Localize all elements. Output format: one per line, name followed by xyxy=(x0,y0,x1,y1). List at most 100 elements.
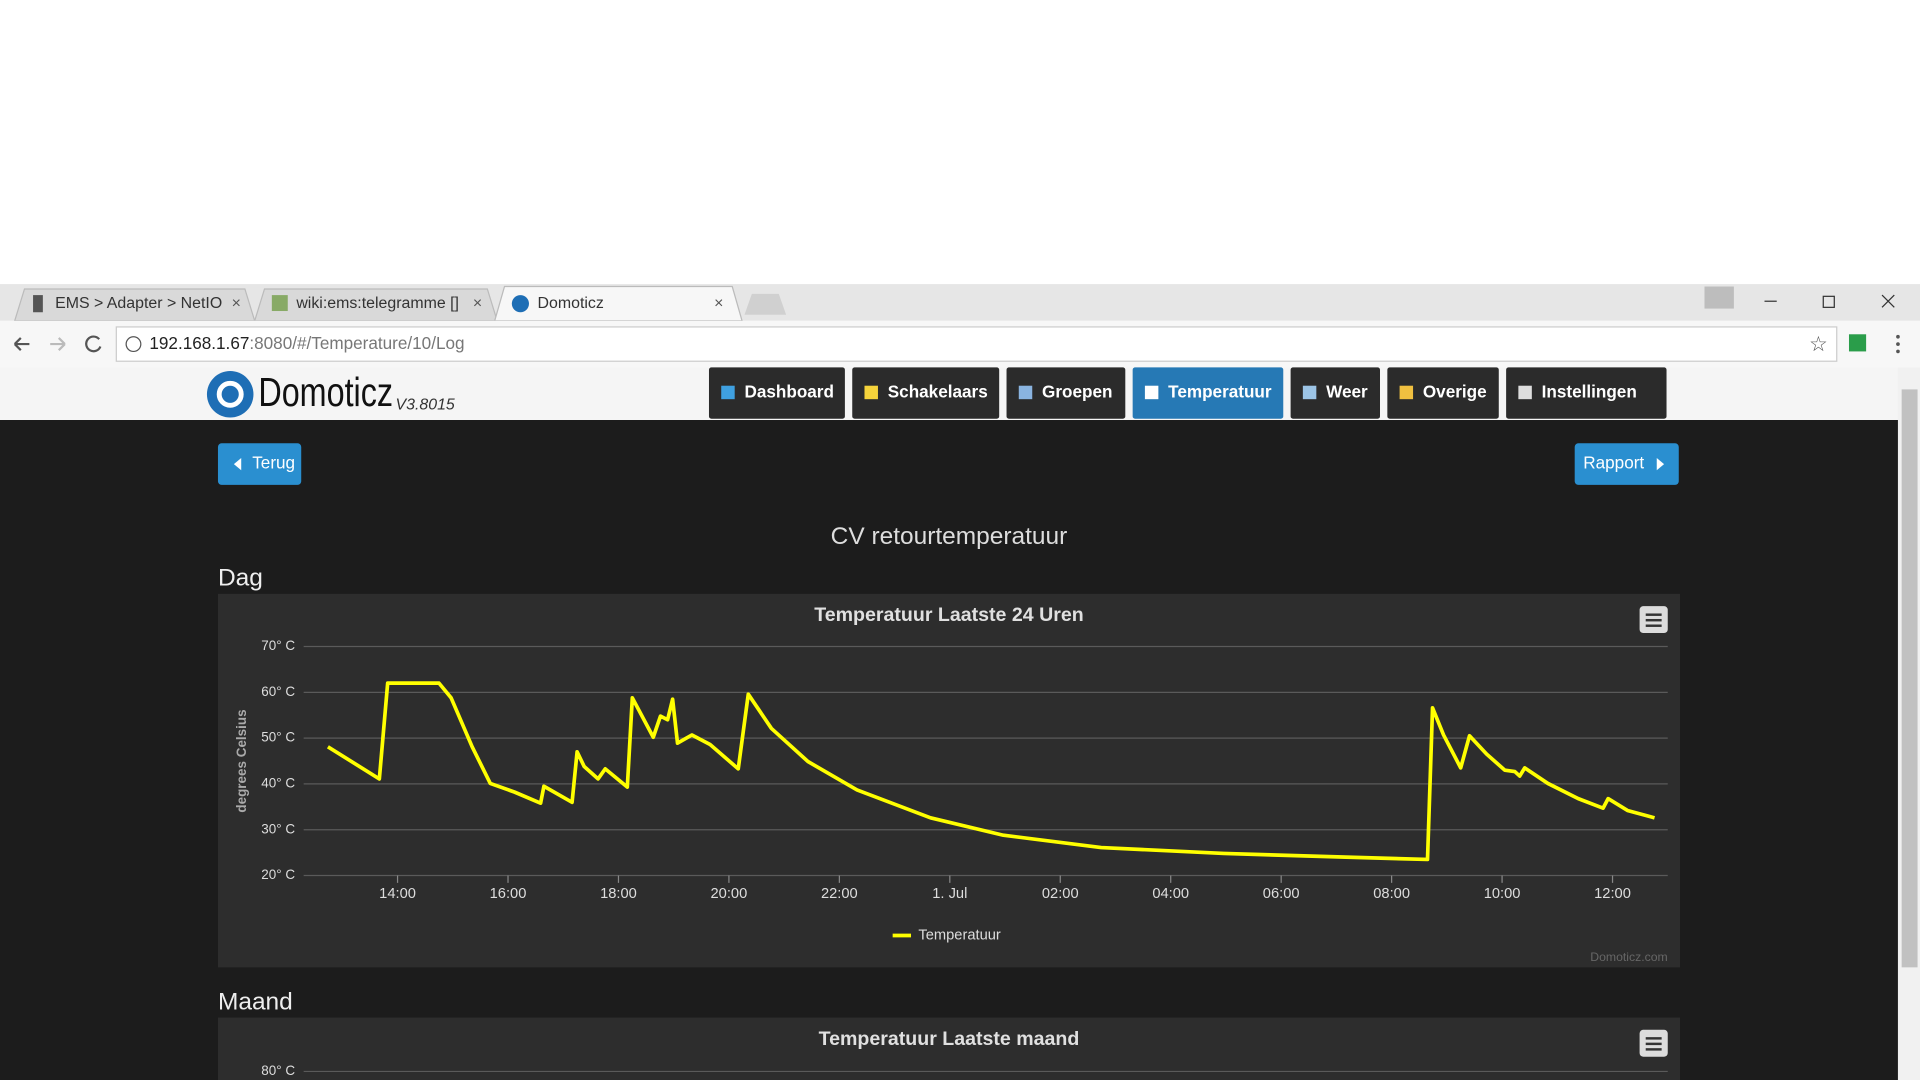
x-tick-label: 22:00 xyxy=(821,886,858,902)
nav-label: Instellingen xyxy=(1542,382,1637,402)
logo-text: Domoticz xyxy=(258,369,393,415)
logo-mark-inner xyxy=(216,380,244,408)
nav-icon xyxy=(1302,385,1317,400)
x-tick-label: 12:00 xyxy=(1594,886,1631,902)
logo-mark xyxy=(206,371,254,418)
nav-icon xyxy=(864,385,878,400)
tab-title: Domoticz xyxy=(538,295,604,312)
nav-label: Schakelaars xyxy=(888,382,988,402)
url-host: 192.168.1.67 xyxy=(149,333,249,353)
page-heading: CV retourtemperatuur xyxy=(831,523,1068,550)
x-tick-label: 14:00 xyxy=(379,886,416,902)
report-arrow xyxy=(1656,457,1665,471)
x-tick-label: 10:00 xyxy=(1484,886,1521,902)
nav-button[interactable] xyxy=(1387,367,1499,419)
menu-dot[interactable] xyxy=(1896,342,1900,346)
nav: Dashboard Schakelaars Groepen Temperatuur We… xyxy=(708,367,1667,419)
nav-icon xyxy=(1144,385,1159,400)
nav-button[interactable] xyxy=(1006,367,1126,419)
close-button[interactable] xyxy=(1881,294,1895,308)
chart-menu-bar xyxy=(1645,1042,1662,1046)
menu-dot[interactable] xyxy=(1896,349,1900,354)
address-bar[interactable] xyxy=(115,326,1838,362)
tab-close[interactable]: × xyxy=(232,295,241,312)
chart-menu-bar xyxy=(1645,1037,1662,1040)
forward-button[interactable] xyxy=(50,337,66,351)
y-tick-label: 40° C xyxy=(261,775,295,790)
legend-label[interactable]: Temperatuur xyxy=(918,927,1001,943)
extension-icon[interactable] xyxy=(1848,334,1867,352)
profile-button[interactable] xyxy=(1704,286,1734,309)
nav-icon xyxy=(1399,385,1414,400)
nav-button[interactable] xyxy=(1132,367,1284,419)
nav-button[interactable] xyxy=(1506,367,1667,419)
y-tick-label: 70° C xyxy=(261,638,295,653)
tab-icon xyxy=(271,295,288,312)
y-tick-label: 20° C xyxy=(261,867,295,882)
nav-button[interactable] xyxy=(708,367,845,419)
back-app-button[interactable] xyxy=(217,443,302,485)
x-tick-label: 18:00 xyxy=(600,886,637,902)
report-label: Rapport xyxy=(1583,453,1644,473)
chart-menu-bar xyxy=(1645,618,1662,622)
nav-icon xyxy=(721,385,735,400)
charts: Temperatuur Laatste 24 Uren 20° C 30° C 40°… xyxy=(234,604,1668,1078)
scrollbar-thumb[interactable] xyxy=(1901,389,1918,968)
tab-close[interactable]: × xyxy=(473,295,482,312)
x-tick-label: 16:00 xyxy=(490,886,527,902)
y-tick-label: 60° C xyxy=(261,684,295,699)
chart-credit: Domoticz.com xyxy=(1590,950,1668,964)
nav-button[interactable] xyxy=(852,367,1000,419)
chart-title: Temperatuur Laatste 24 Uren xyxy=(814,604,1083,626)
x-tick-label: 08:00 xyxy=(1373,886,1410,902)
back-button[interactable] xyxy=(13,337,30,351)
version: V3.8015 xyxy=(396,397,455,414)
tab-title: EMS > Adapter > NetIO xyxy=(55,295,222,312)
restore-button[interactable] xyxy=(1822,295,1835,308)
tab-close[interactable]: × xyxy=(714,295,723,312)
site-info[interactable] xyxy=(125,336,142,353)
data-line xyxy=(326,681,1656,862)
chart-menu-bar xyxy=(1645,624,1662,627)
x-tick-label: 06:00 xyxy=(1263,886,1300,902)
x-tick-label: 02:00 xyxy=(1042,886,1079,902)
y-axis-title: degrees Celsius xyxy=(234,709,249,812)
section-heading: Maand xyxy=(218,988,293,1015)
y-tick-label: 30° C xyxy=(261,821,295,836)
nav-label: Dashboard xyxy=(744,382,833,402)
nav-label: Groepen xyxy=(1042,382,1112,402)
x-tick-label: 1. Jul xyxy=(932,886,967,902)
back-arrow xyxy=(233,457,242,471)
new-tab[interactable] xyxy=(744,293,787,315)
report-button[interactable] xyxy=(1574,443,1679,485)
bookmark-star[interactable]: ☆ xyxy=(1809,333,1828,356)
url-path: :8080/#/Temperature/10/Log xyxy=(249,333,464,353)
tab-icon xyxy=(511,295,529,313)
tab-icon xyxy=(33,295,43,313)
chart-panel xyxy=(217,593,1680,968)
nav-label: Weer xyxy=(1326,382,1368,402)
x-tick-label: 04:00 xyxy=(1152,886,1189,902)
nav-icon xyxy=(1518,385,1532,400)
chart-title: Temperatuur Laatste maand xyxy=(819,1028,1080,1050)
section-heading: Dag xyxy=(218,565,263,592)
menu-dot[interactable] xyxy=(1896,334,1900,339)
nav-icon xyxy=(1018,385,1033,400)
tab-active[interactable] xyxy=(493,285,743,322)
y-tick-label: 50° C xyxy=(261,730,295,745)
chart-menu-bar xyxy=(1645,1048,1662,1051)
chart-menu-bar xyxy=(1645,613,1662,616)
y-tick-label: 80° C xyxy=(261,1063,295,1078)
nav-label: Overige xyxy=(1423,382,1487,402)
nav-label: Temperatuur xyxy=(1168,382,1272,402)
x-tick-label: 20:00 xyxy=(711,886,748,902)
back-label: Terug xyxy=(252,453,295,473)
chart-panel xyxy=(217,1017,1680,1080)
nav-button[interactable] xyxy=(1290,367,1380,419)
url: 192.168.1.67:8080/#/Temperature/10/Log xyxy=(149,333,464,353)
tab-title: wiki:ems:telegramme [] xyxy=(295,295,459,312)
reload-button[interactable] xyxy=(85,335,102,353)
desktop-blank xyxy=(0,0,1920,285)
